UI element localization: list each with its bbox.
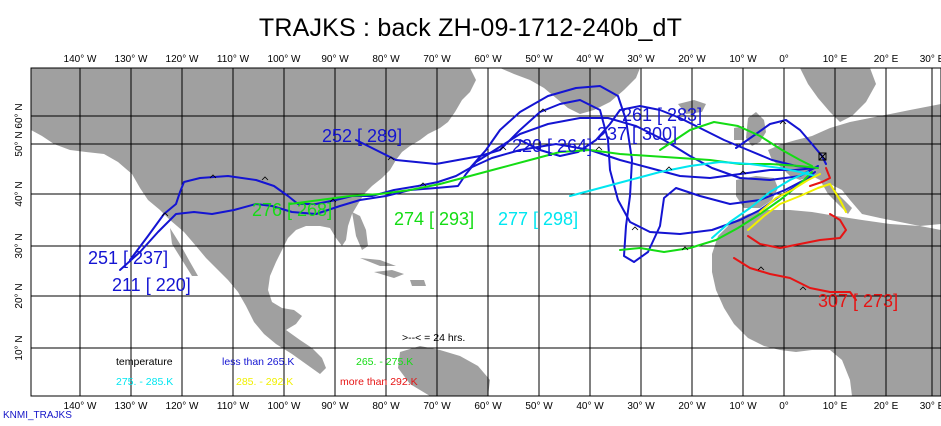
- trajectory-label: 261 [ 283]: [622, 105, 702, 125]
- trajectory-label: 211 [ 220]: [112, 275, 191, 295]
- lon-tick-label: 130° W: [115, 54, 148, 65]
- map-frame: [30, 67, 941, 397]
- lat-tick-label: 60° N: [14, 103, 25, 128]
- source-marker-icon: [818, 152, 827, 161]
- trajectory-220-blue: [519, 105, 815, 169]
- lon-tick-label: 80° W: [372, 54, 400, 65]
- lon-tick-label: 70° W: [423, 54, 451, 65]
- lat-tick-label: 10° N: [14, 335, 25, 360]
- greenland-land: [500, 68, 640, 114]
- lat-tick-label: 40° N: [14, 181, 25, 206]
- legend-item: more than 292.K: [340, 376, 418, 388]
- lon-tick-label-bottom: 10° W: [729, 401, 757, 412]
- lon-tick-label-bottom: 130° W: [115, 401, 148, 412]
- trajectory-pacific-blue-2: [119, 117, 819, 271]
- lon-tick-label: 10° W: [729, 54, 757, 65]
- credit-label: KNMI_TRAJKS: [3, 410, 72, 421]
- lon-tick-label-bottom: 10° E: [823, 401, 848, 412]
- legend-heading: temperature: [116, 356, 173, 368]
- lon-tick-label: 110° W: [217, 54, 250, 65]
- trajectory-307-red: [733, 257, 857, 301]
- lon-tick-label-bottom: 60° W: [474, 401, 502, 412]
- trajectory-label: 251 [ 237]: [88, 248, 168, 268]
- legend-item: 285. - 292.K: [236, 376, 293, 388]
- lon-tick-label-bottom: 20° W: [678, 401, 706, 412]
- latitude-labels: 60° N 50° N 40° N 30° N 20° N 10° N: [14, 103, 25, 360]
- time-markers: [161, 108, 807, 291]
- lon-tick-label-bottom: 0°: [779, 401, 789, 412]
- trajectory-261-green: [659, 121, 813, 167]
- interval-note: >--< = 24 hrs.: [402, 332, 465, 344]
- trajectory-red-3: [809, 167, 831, 187]
- legend-item: less than 265.K: [222, 356, 294, 368]
- lon-tick-label: 90° W: [321, 54, 349, 65]
- lon-tick-label-bottom: 30° E: [920, 401, 941, 412]
- lon-tick-label: 0°: [779, 54, 789, 65]
- trajectory-red-2: [747, 213, 847, 249]
- trajectory-yellow-2: [759, 173, 821, 213]
- lat-tick-label: 30° N: [14, 233, 25, 258]
- lon-tick-label-bottom: 70° W: [423, 401, 451, 412]
- trajectory-237-blue: [469, 85, 813, 263]
- lon-tick-label-bottom: 110° W: [217, 401, 250, 412]
- lon-tick-label-bottom: 80° W: [372, 401, 400, 412]
- lon-tick-label-bottom: 120° W: [166, 401, 199, 412]
- trajectory-cyan-2: [711, 171, 809, 239]
- lon-tick-label: 30° W: [627, 54, 655, 65]
- lon-tick-label: 30° E: [920, 54, 941, 65]
- trajectory-label: 277 [ 298]: [498, 209, 578, 229]
- legend-item: 275. - 285.K: [116, 376, 173, 388]
- lat-tick-label: 20° N: [14, 283, 25, 308]
- lon-tick-label: 20° W: [678, 54, 706, 65]
- trajectory-label: 220 [ 264]: [512, 136, 592, 156]
- trajectories: [119, 85, 857, 301]
- lon-tick-label-bottom: 100° W: [268, 401, 301, 412]
- lon-tick-label: 120° W: [166, 54, 199, 65]
- trajectory-277-cyan: [569, 161, 816, 197]
- africa-land: [712, 210, 941, 396]
- lon-tick-label: 10° E: [823, 54, 848, 65]
- lon-tick-label: 50° W: [525, 54, 553, 65]
- lon-tick-label-bottom: 30° W: [627, 401, 655, 412]
- map-title: TRAJKS : back ZH-09-1712-240b_dT: [258, 14, 683, 42]
- trajectory-pacific-blue: [129, 143, 816, 261]
- lon-tick-label-bottom: 50° W: [525, 401, 553, 412]
- trajectory-yellow: [747, 183, 847, 231]
- trajectory-labels: 252 [ 289] 220 [ 264]237 [ 300]261 [ 283]…: [88, 105, 898, 311]
- lon-tick-label: 20° E: [874, 54, 899, 65]
- lon-tick-label: 140° W: [64, 54, 97, 65]
- trajectory-label: 276 [ 268]: [252, 200, 332, 220]
- trajectory-252-blue: [355, 99, 816, 235]
- lon-tick-label-bottom: 90° W: [321, 401, 349, 412]
- trajectory-label: 274 [ 293]: [394, 209, 474, 229]
- lon-tick-label: 60° W: [474, 54, 502, 65]
- lon-tick-label: 100° W: [268, 54, 301, 65]
- lon-tick-label: 40° W: [576, 54, 604, 65]
- europe-land: [768, 104, 941, 226]
- legend-item: 265. - 275.K: [356, 356, 413, 368]
- lon-tick-label-bottom: 140° W: [64, 401, 97, 412]
- trajectory-label: 307 [ 273]: [818, 291, 898, 311]
- temperature-legend: temperature less than 265.K 265. - 275.K 27…: [116, 356, 418, 388]
- trajectory-label: 237 [ 300]: [597, 124, 677, 144]
- trajectory-label: 252 [ 289]: [322, 126, 402, 146]
- graticule: [31, 68, 941, 396]
- longitude-labels: 140° W 140° W 130° W 130° W 120° W 120° W 110°…: [64, 54, 941, 412]
- lon-tick-label-bottom: 20° E: [874, 401, 899, 412]
- lon-tick-label-bottom: 40° W: [576, 401, 604, 412]
- lat-tick-label: 50° N: [14, 131, 25, 156]
